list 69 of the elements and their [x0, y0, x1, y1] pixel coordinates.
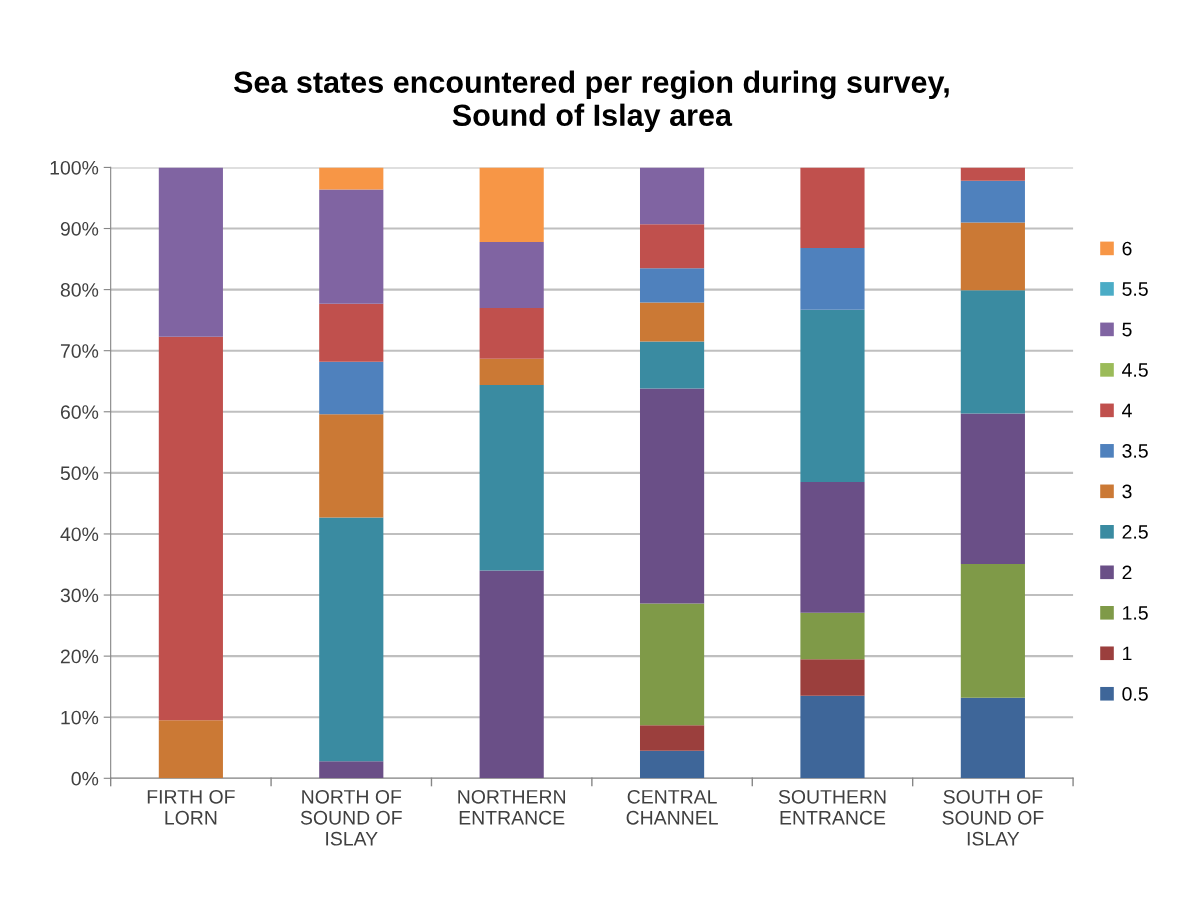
bar — [479, 241, 544, 308]
legend-label: 1 — [1123, 646, 1132, 661]
bar — [479, 307, 544, 359]
bar — [800, 612, 865, 660]
bar — [800, 309, 865, 483]
bar — [640, 603, 705, 726]
bar — [158, 336, 223, 721]
bar — [800, 659, 865, 696]
bar — [158, 720, 223, 779]
x-tick-label: NORTH OF SOUND OF ISLAY — [300, 789, 402, 846]
bar — [640, 725, 705, 751]
x-tick-label: SOUTH OF SOUND OF ISLAY — [942, 789, 1044, 846]
bar — [319, 167, 384, 190]
bar — [800, 248, 865, 310]
bar — [960, 167, 1025, 181]
legend-label: 2 — [1122, 565, 1132, 580]
bar — [479, 358, 544, 385]
y-tick-label: 100% — [50, 160, 99, 175]
y-tick-label: 40% — [60, 527, 99, 542]
bar — [640, 750, 705, 779]
bar — [800, 167, 865, 249]
bar — [960, 563, 1025, 698]
legend-label: 4.5 — [1122, 363, 1148, 377]
legend-label: 3 — [1122, 484, 1132, 499]
bar — [319, 414, 384, 518]
bar — [319, 761, 384, 779]
legend-label: 5.5 — [1122, 282, 1148, 296]
bar — [319, 303, 384, 362]
bar — [640, 167, 705, 225]
chart-title: Sea states encountered per region during survey, Sound of Islay area — [233, 70, 949, 133]
legend-label: 2.5 — [1122, 525, 1148, 539]
bar — [479, 384, 544, 571]
bar — [960, 697, 1025, 779]
x-tick-label: SOUTHERN ENTRANCE — [778, 789, 886, 825]
bar — [800, 695, 865, 779]
x-tick-label: CENTRAL CHANNEL — [626, 789, 718, 825]
legend-label: 4 — [1122, 403, 1132, 418]
bar — [640, 341, 705, 389]
legend-label: 0.5 — [1122, 686, 1148, 701]
y-tick-label: 0% — [71, 771, 99, 786]
y-tick-label: 90% — [60, 221, 99, 236]
bar — [319, 189, 384, 304]
y-tick-label: 80% — [60, 283, 99, 297]
y-tick-label: 20% — [60, 649, 99, 664]
bar — [158, 167, 223, 337]
x-tick-label: NORTHERN ENTRANCE — [458, 789, 566, 825]
bar — [319, 361, 384, 415]
bar — [640, 388, 705, 604]
bar — [319, 517, 384, 762]
bar — [960, 413, 1025, 564]
bar — [960, 180, 1025, 223]
y-tick-label: 30% — [60, 588, 99, 603]
bar — [479, 167, 544, 242]
bar — [640, 302, 705, 342]
y-tick-label: 10% — [61, 710, 99, 725]
y-tick-label: 50% — [60, 466, 99, 481]
legend-label: 5 — [1122, 322, 1132, 337]
x-tick-label: FIRTH OF LORN — [147, 789, 235, 825]
bar — [640, 268, 705, 303]
bar — [960, 222, 1025, 291]
y-tick-label: 60% — [60, 405, 99, 420]
bar — [960, 290, 1025, 414]
legend-label: 6 — [1122, 241, 1132, 256]
bar — [479, 570, 544, 779]
legend-label: 3.5 — [1122, 444, 1148, 458]
bar — [640, 224, 705, 269]
bar — [800, 482, 865, 613]
legend-label: 1.5 — [1123, 606, 1148, 620]
y-tick-label: 70% — [60, 344, 99, 358]
